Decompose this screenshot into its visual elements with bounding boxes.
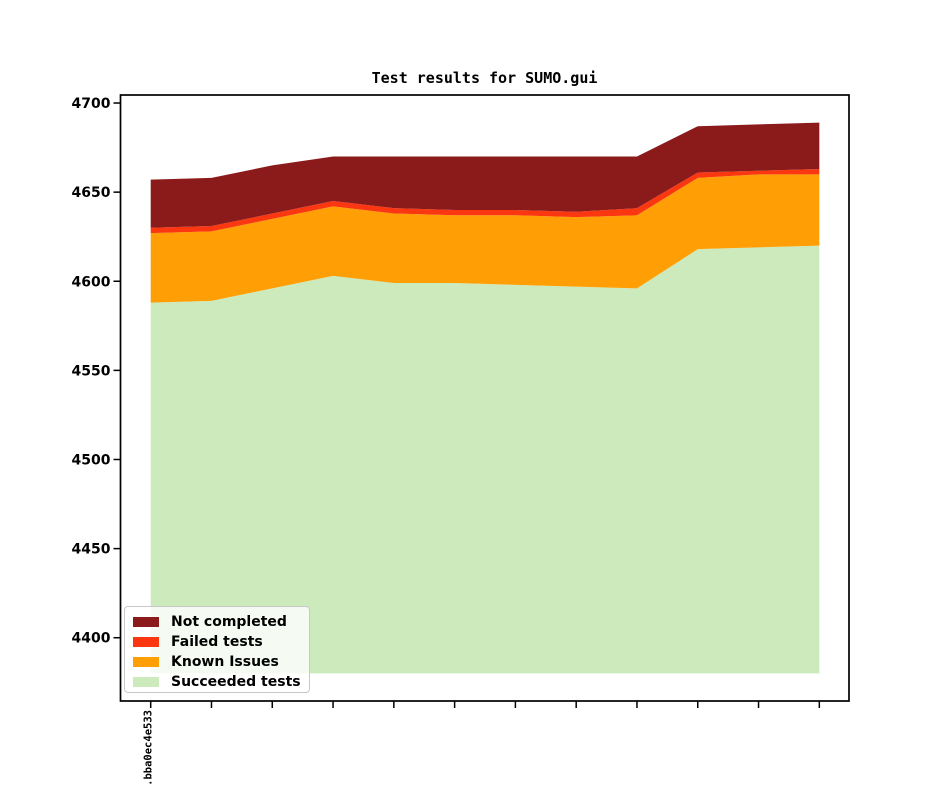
y-tick-label: 4500 [72, 452, 111, 468]
y-tick-label: 4700 [72, 96, 111, 112]
chart-title: Test results for SUMO.gui [371, 69, 598, 87]
legend-item: Not completed [125, 612, 309, 632]
axis-tick-labels: 4700 4650 4600 4550 4500 4450 4400 .bba0ec4e533 [72, 96, 155, 786]
y-tick-label: 4550 [72, 363, 111, 379]
x-tick-label: .bba0ec4e533 [143, 710, 155, 786]
legend-swatch-succeeded-tests [133, 677, 159, 687]
area-band-succeeded-tests [150, 245, 820, 674]
area-band-known-issues [150, 174, 820, 303]
legend-swatch-known-issues [133, 657, 159, 667]
y-tick-label: 4650 [72, 185, 111, 201]
y-tick-label: 4450 [72, 542, 111, 558]
legend-label: Not completed [171, 614, 287, 630]
area-bands [150, 122, 820, 674]
legend-item: Succeeded tests [125, 672, 309, 692]
axes-frame [119, 94, 850, 702]
y-tick-label: 4600 [72, 274, 111, 290]
legend: Not completed Failed tests Known Issues Suc… [124, 606, 310, 693]
legend-label: Known Issues [171, 654, 279, 670]
area-band-failed-tests [150, 168, 820, 234]
legend-swatch-not-completed [133, 617, 159, 627]
y-tick-label: 4400 [72, 631, 111, 647]
legend-label: Succeeded tests [171, 674, 301, 690]
area-band-not-completed [150, 122, 820, 228]
legend-swatch-failed-tests [133, 637, 159, 647]
axis-ticks [113, 102, 821, 708]
legend-item: Failed tests [125, 632, 309, 652]
legend-label: Failed tests [171, 634, 263, 650]
legend-item: Known Issues [125, 652, 309, 672]
